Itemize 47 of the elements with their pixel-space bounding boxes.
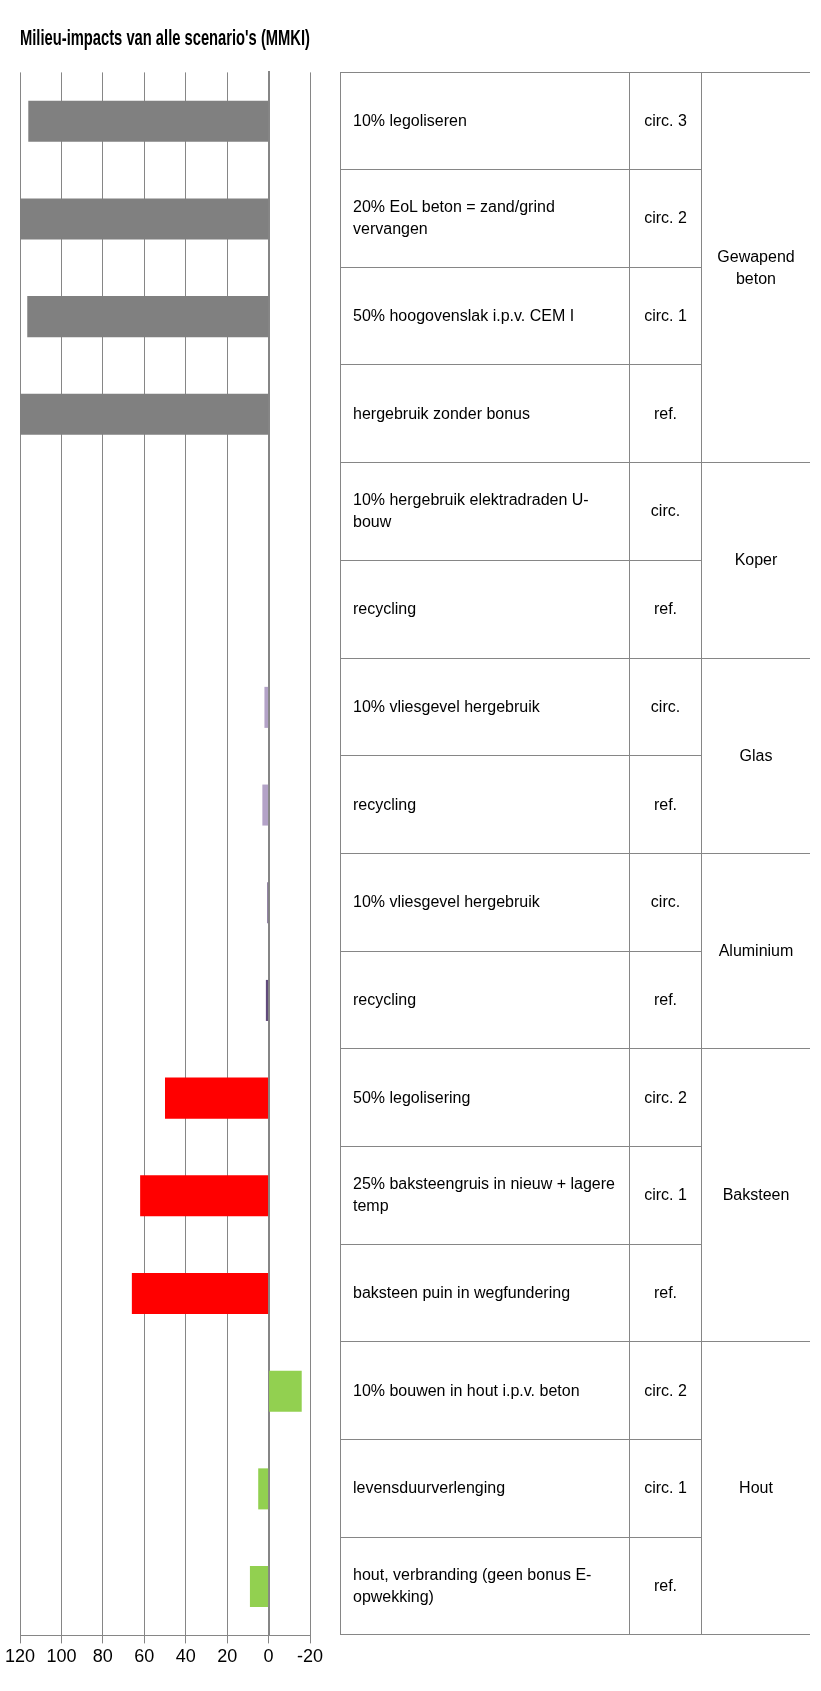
text: Aluminium: [702, 853, 810, 1050]
text: circ. 2: [630, 1049, 702, 1147]
x-tick-label: 80: [92, 1646, 113, 1667]
text: circ. 1: [630, 1146, 702, 1245]
chart-title: Milieu-impacts van alle scenario's (MMKI): [20, 25, 310, 50]
y-tick-label: 10% hergebruik elektradraden U-bouw: [340, 463, 630, 561]
y-tick-label: baksteen puin in wegfundering: [340, 1244, 630, 1343]
text: ref.: [630, 365, 702, 464]
y-tick-label: recycling: [340, 560, 630, 659]
y-tick-label: 10% vliesgevel hergebruik: [340, 658, 630, 757]
text: circ. 2: [630, 1342, 702, 1441]
text: Glas: [702, 658, 810, 854]
x-tick-label: 0: [263, 1646, 274, 1667]
text: Baksteen: [702, 1049, 810, 1343]
x-tick-label: 100: [46, 1646, 77, 1667]
text: ref.: [630, 1537, 702, 1636]
y-tick-label: 50% hoogovenslak i.p.v. CEM I: [340, 267, 630, 366]
x-tick-label: 20: [217, 1646, 238, 1667]
y-tick-label: recycling: [340, 951, 630, 1050]
text: Koper: [702, 463, 810, 659]
y-tick-label: hout, verbranding (geen bonus E-opwekking): [340, 1537, 630, 1636]
text: Gewapend beton: [702, 72, 810, 464]
text: circ. 1: [630, 1440, 702, 1538]
text: circ. 1: [630, 267, 702, 366]
y-tick-label: hergebruik zonder bonus: [340, 365, 630, 464]
y-tick-label: recycling: [340, 756, 630, 854]
y-tick-label: 10% legoliseren: [340, 72, 630, 171]
text: Hout: [702, 1342, 810, 1636]
text: circ.: [630, 853, 702, 952]
y-tick-label: 50% legolisering: [340, 1049, 630, 1147]
x-tick-label: -20: [296, 1646, 324, 1667]
y-tick-label: levensduurverlenging: [340, 1440, 630, 1538]
x-tick-label: 120: [4, 1646, 36, 1667]
y-tick-label: 25% baksteengruis in nieuw + lagere temp: [340, 1146, 630, 1245]
text: ref.: [630, 756, 702, 854]
text: ref.: [630, 1244, 702, 1343]
text: circ. 3: [630, 72, 702, 171]
text: ref.: [630, 951, 702, 1050]
x-tick-label: 60: [134, 1646, 155, 1667]
y-tick-label: 10% vliesgevel hergebruik: [340, 853, 630, 952]
y-tick-label: 20% EoL beton = zand/grind vervangen: [340, 170, 630, 268]
x-tick-label: 40: [175, 1646, 196, 1667]
text: ref.: [630, 560, 702, 659]
text: circ.: [630, 658, 702, 757]
text: circ.: [630, 463, 702, 561]
y-tick-label: 10% bouwen in hout i.p.v. beton: [340, 1342, 630, 1441]
text: circ. 2: [630, 170, 702, 268]
